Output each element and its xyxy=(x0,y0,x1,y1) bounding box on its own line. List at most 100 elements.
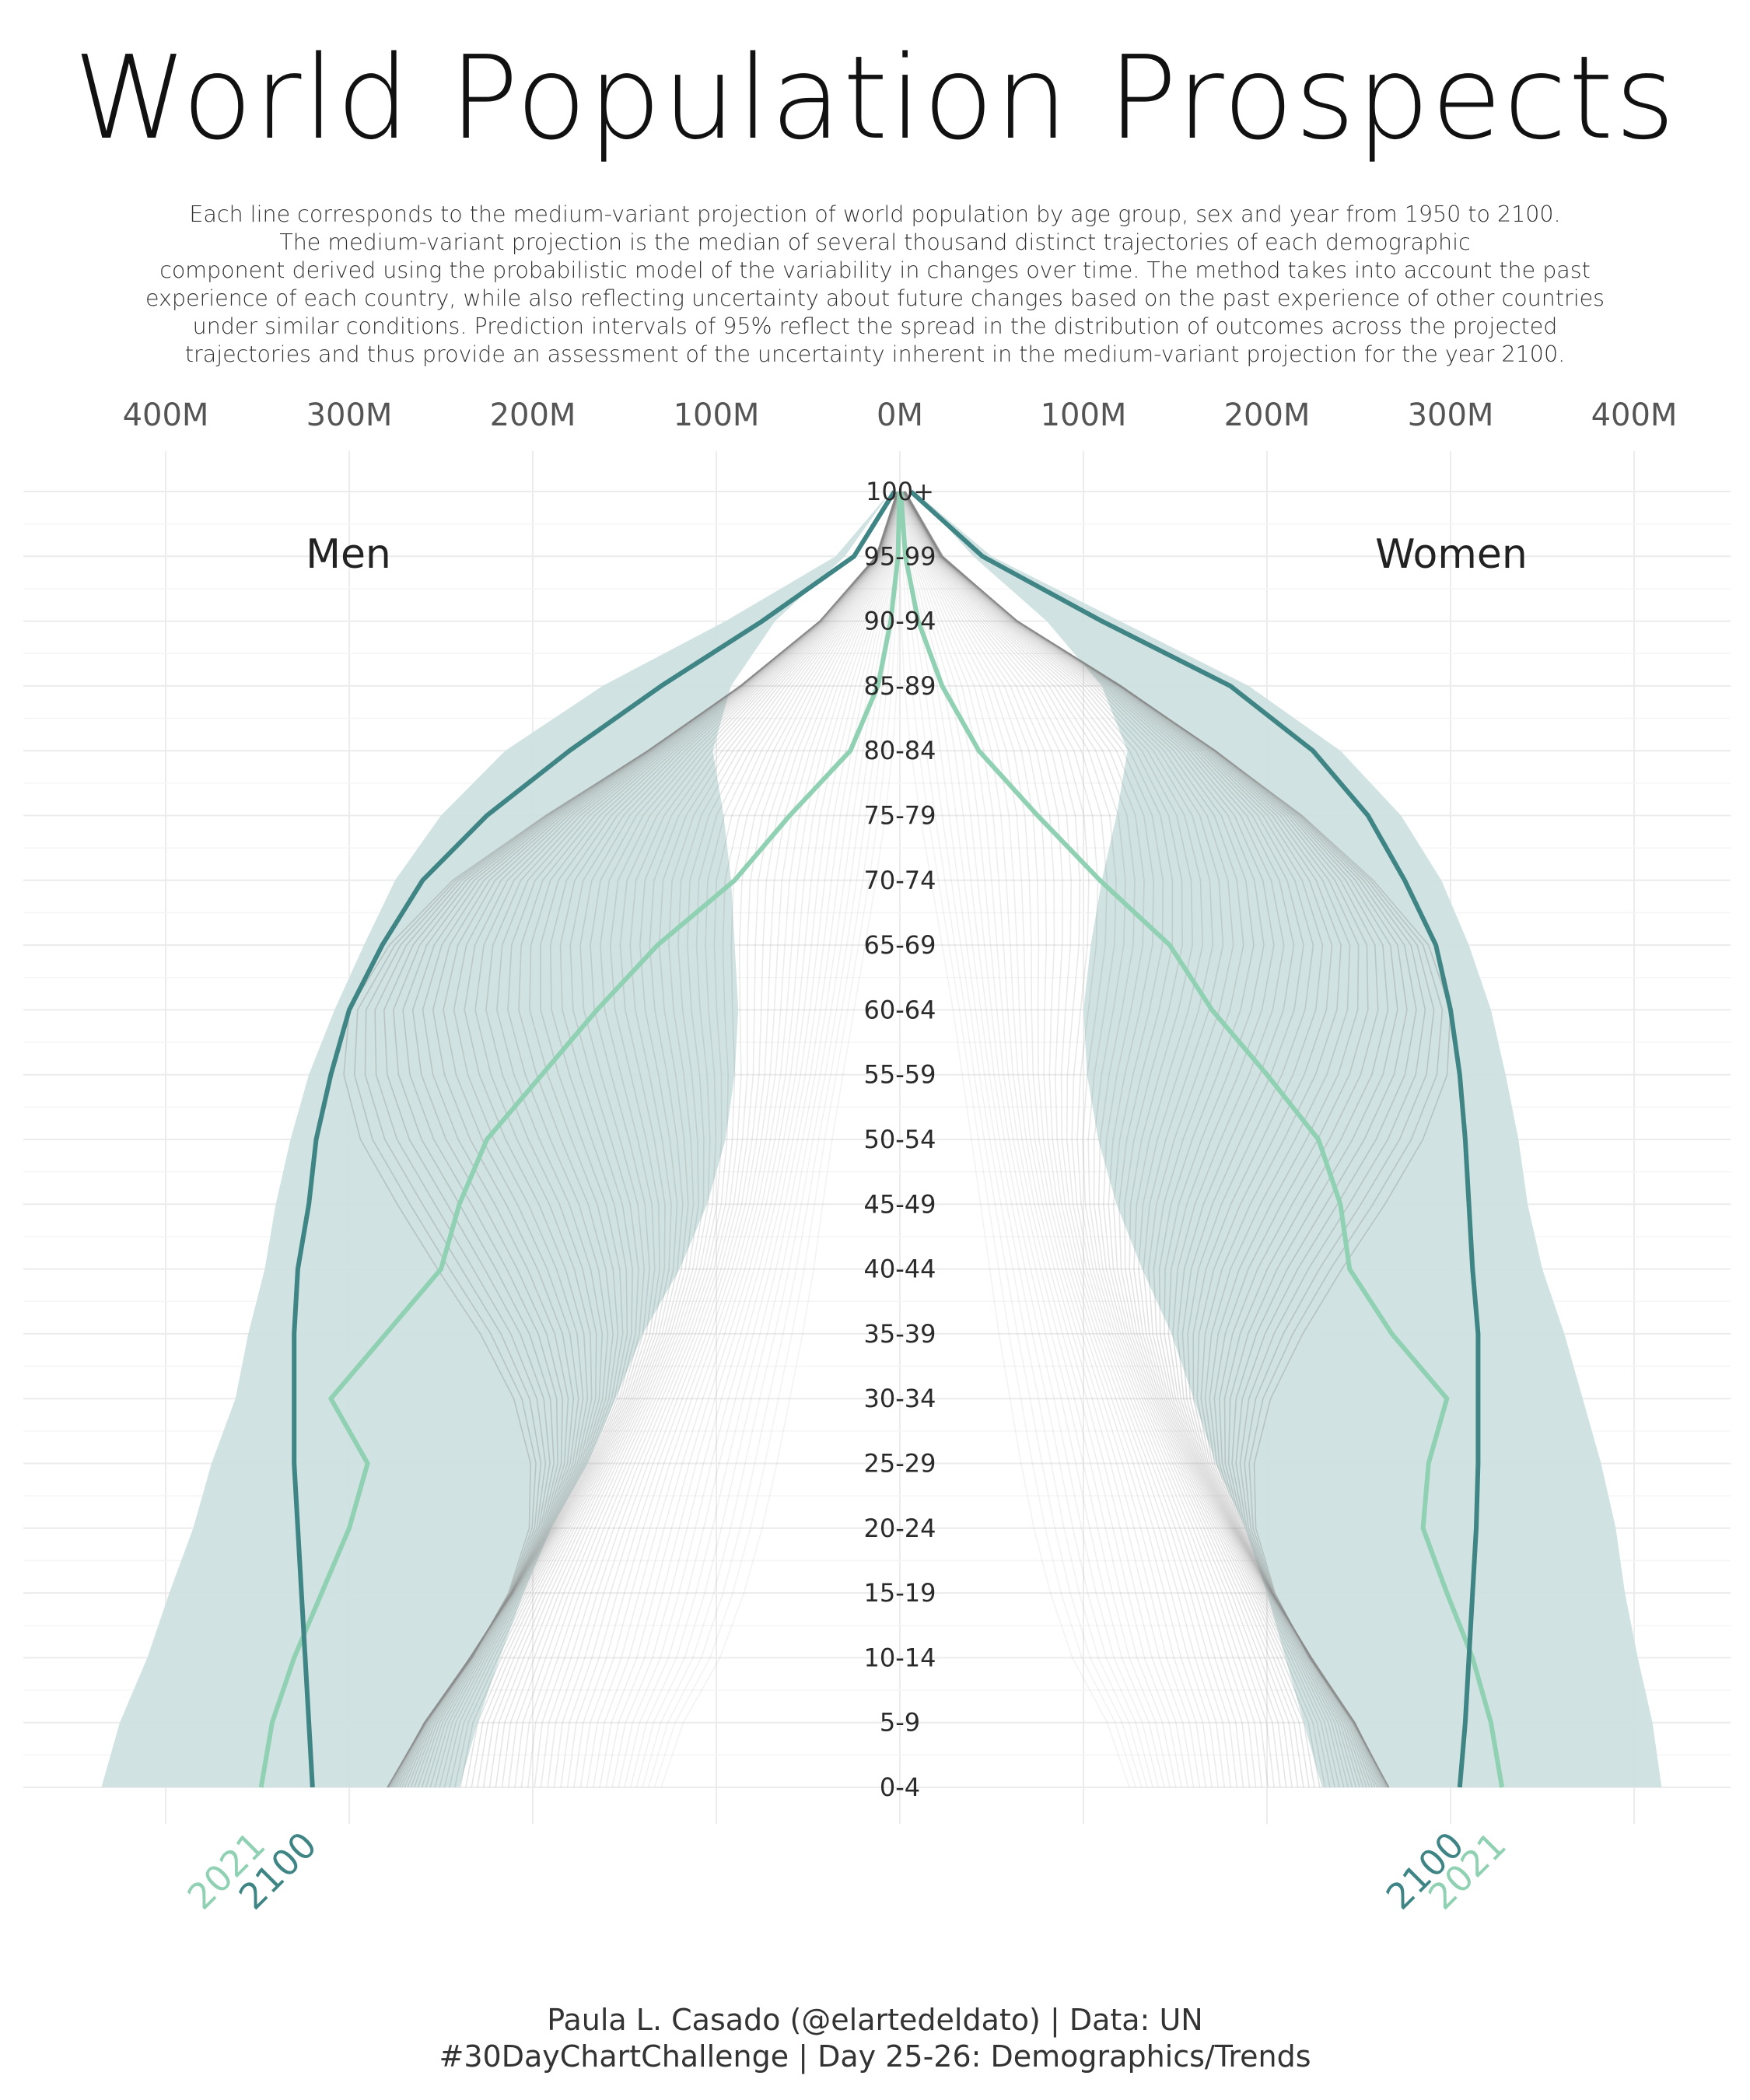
history-line-men xyxy=(647,491,901,1788)
history-line-men xyxy=(454,491,898,1788)
history-line-men xyxy=(534,491,899,1788)
history-line-women xyxy=(900,491,1148,1788)
history-line-women xyxy=(900,491,1153,1788)
history-line-men xyxy=(482,491,898,1788)
history-line-women xyxy=(900,491,1143,1788)
history-line-men xyxy=(507,491,899,1788)
age-label: 70-74 xyxy=(864,866,936,895)
history-line-women xyxy=(903,491,1287,1788)
history-line-men xyxy=(660,491,901,1788)
history-line-women xyxy=(901,491,1201,1788)
age-label: 65-69 xyxy=(864,930,936,960)
history-line-men xyxy=(501,491,899,1788)
age-label: 35-39 xyxy=(864,1319,936,1349)
history-line-women xyxy=(903,491,1269,1788)
series-2100-men-line xyxy=(292,490,897,1788)
history-line-women xyxy=(902,491,1232,1788)
history-line-men xyxy=(527,491,899,1788)
history-line-men xyxy=(343,491,898,1788)
history-line-women xyxy=(904,491,1389,1788)
history-line-women xyxy=(903,491,1263,1788)
age-label: 40-44 xyxy=(864,1255,936,1284)
history-line-men xyxy=(394,491,898,1788)
age-label: 60-64 xyxy=(864,995,936,1024)
history-line-women xyxy=(904,491,1367,1788)
history-line-women xyxy=(905,491,1451,1788)
history-line-women xyxy=(905,491,1408,1788)
history-line-men xyxy=(401,491,898,1788)
history-line-men xyxy=(391,491,898,1788)
x-tick-label: 400M xyxy=(123,397,209,433)
age-label: 55-59 xyxy=(864,1060,936,1090)
history-line-men xyxy=(586,491,900,1788)
history-line-men xyxy=(407,491,898,1788)
age-label: 5-9 xyxy=(880,1708,920,1738)
subtitle-line: The medium-variant projection is the med… xyxy=(279,229,1471,255)
history-line-men xyxy=(399,491,898,1788)
history-line-men xyxy=(353,491,898,1788)
age-label: 30-34 xyxy=(864,1384,936,1413)
history-line-men xyxy=(605,491,900,1788)
history-line-women xyxy=(904,491,1378,1788)
history-line-women xyxy=(902,491,1226,1788)
history-line-men xyxy=(460,491,898,1788)
history-line-women xyxy=(901,491,1165,1788)
history-line-men xyxy=(599,491,900,1788)
history-line-women xyxy=(904,491,1353,1788)
history-line-women xyxy=(904,491,1335,1788)
history-line-women xyxy=(903,491,1293,1788)
history-line-women xyxy=(901,491,1183,1788)
subtitle-line: Each line corresponds to the medium-vari… xyxy=(189,201,1561,227)
history-line-men xyxy=(429,491,898,1788)
history-line-men xyxy=(547,491,899,1788)
history-line-men xyxy=(421,491,898,1788)
history-line-men xyxy=(383,491,898,1788)
history-line-women xyxy=(905,491,1417,1788)
history-line-men xyxy=(653,491,901,1788)
age-label: 45-49 xyxy=(864,1189,936,1219)
history-line-men xyxy=(488,491,899,1788)
history-line-women xyxy=(902,491,1220,1788)
history-line-women xyxy=(904,491,1398,1788)
x-tick-label: 400M xyxy=(1591,397,1678,433)
history-line-women xyxy=(904,491,1385,1788)
history-line-men xyxy=(410,491,898,1788)
history-line-women xyxy=(903,491,1310,1788)
history-line-women xyxy=(904,491,1321,1788)
history-line-women xyxy=(903,491,1257,1788)
history-line-men xyxy=(439,491,898,1788)
history-line-women xyxy=(904,491,1382,1788)
age-label: 100+ xyxy=(866,477,934,506)
history-line-women xyxy=(901,491,1213,1788)
history-line-women xyxy=(904,491,1345,1788)
history-line-women xyxy=(902,491,1251,1788)
history-line-women xyxy=(904,491,1357,1788)
band-95-men xyxy=(101,492,891,1787)
history-line-men xyxy=(477,491,898,1788)
age-label: 90-94 xyxy=(864,607,936,636)
history-line-men xyxy=(443,491,898,1788)
caption-challenge: #30DayChartChallenge | Day 25-26: Demogr… xyxy=(439,2039,1311,2074)
subtitle-line: component derived using the probabilisti… xyxy=(159,257,1591,283)
history-line-women xyxy=(899,491,1130,1788)
x-tick-label: 0M xyxy=(877,397,923,433)
history-line-men xyxy=(388,491,898,1788)
history-line-men xyxy=(389,491,898,1788)
history-line-women xyxy=(904,491,1331,1788)
chart-subtitle: Each line corresponds to the medium-vari… xyxy=(124,201,1626,369)
subtitle-line: experience of each country, while also r… xyxy=(145,285,1605,311)
history-line-men xyxy=(579,491,899,1788)
history-line-women xyxy=(902,491,1244,1788)
history-line-women xyxy=(904,491,1349,1788)
history-line-women xyxy=(905,491,1444,1788)
x-tick-label: 300M xyxy=(306,397,393,433)
x-tick-label: 100M xyxy=(1041,397,1127,433)
history-line-women xyxy=(904,491,1326,1788)
history-line-men xyxy=(404,491,898,1788)
age-label: 25-29 xyxy=(864,1449,936,1479)
age-label: 20-24 xyxy=(864,1514,936,1543)
history-line-men xyxy=(434,491,898,1788)
history-line-women xyxy=(901,491,1195,1788)
history-line-women xyxy=(904,491,1361,1788)
history-line-men xyxy=(624,491,900,1788)
